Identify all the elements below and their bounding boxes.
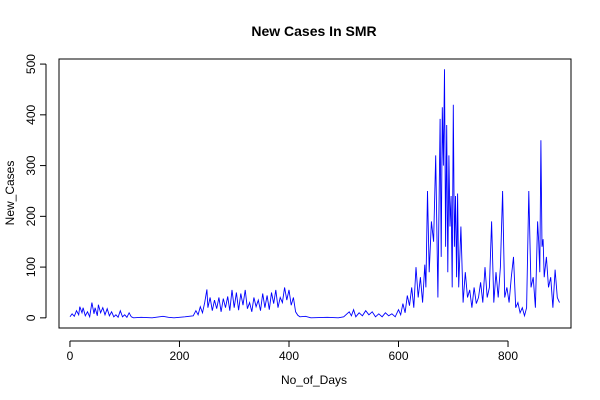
y-tick-label: 400 xyxy=(24,104,38,124)
x-tick-label: 400 xyxy=(279,349,299,363)
y-tick-label: 100 xyxy=(24,257,38,277)
y-tick-label: 300 xyxy=(24,155,38,175)
x-axis: 0 200 400 600 800 xyxy=(67,340,518,363)
series-layer xyxy=(69,69,560,319)
series-line-0 xyxy=(69,69,560,319)
y-axis-label: New_Cases xyxy=(3,161,17,226)
x-tick-label: 800 xyxy=(498,349,518,363)
y-tick-label: 200 xyxy=(24,206,38,226)
y-tick-label: 0 xyxy=(24,314,38,321)
y-axis: 0 100 200 300 400 500 xyxy=(24,54,47,321)
x-tick-label: 200 xyxy=(169,349,189,363)
y-tick-label: 500 xyxy=(24,54,38,74)
x-axis-label: No_of_Days xyxy=(281,373,347,387)
chart-title: New Cases In SMR xyxy=(251,23,376,39)
plot-area-border xyxy=(58,58,572,329)
x-tick-label: 600 xyxy=(388,349,408,363)
x-tick-label: 0 xyxy=(67,349,74,363)
